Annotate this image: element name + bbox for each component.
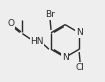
Text: Br: Br: [45, 10, 55, 19]
Text: O: O: [8, 19, 14, 28]
Text: N: N: [62, 53, 68, 62]
Text: Cl: Cl: [76, 63, 85, 72]
Text: N: N: [76, 28, 83, 37]
Text: HN: HN: [31, 36, 44, 46]
